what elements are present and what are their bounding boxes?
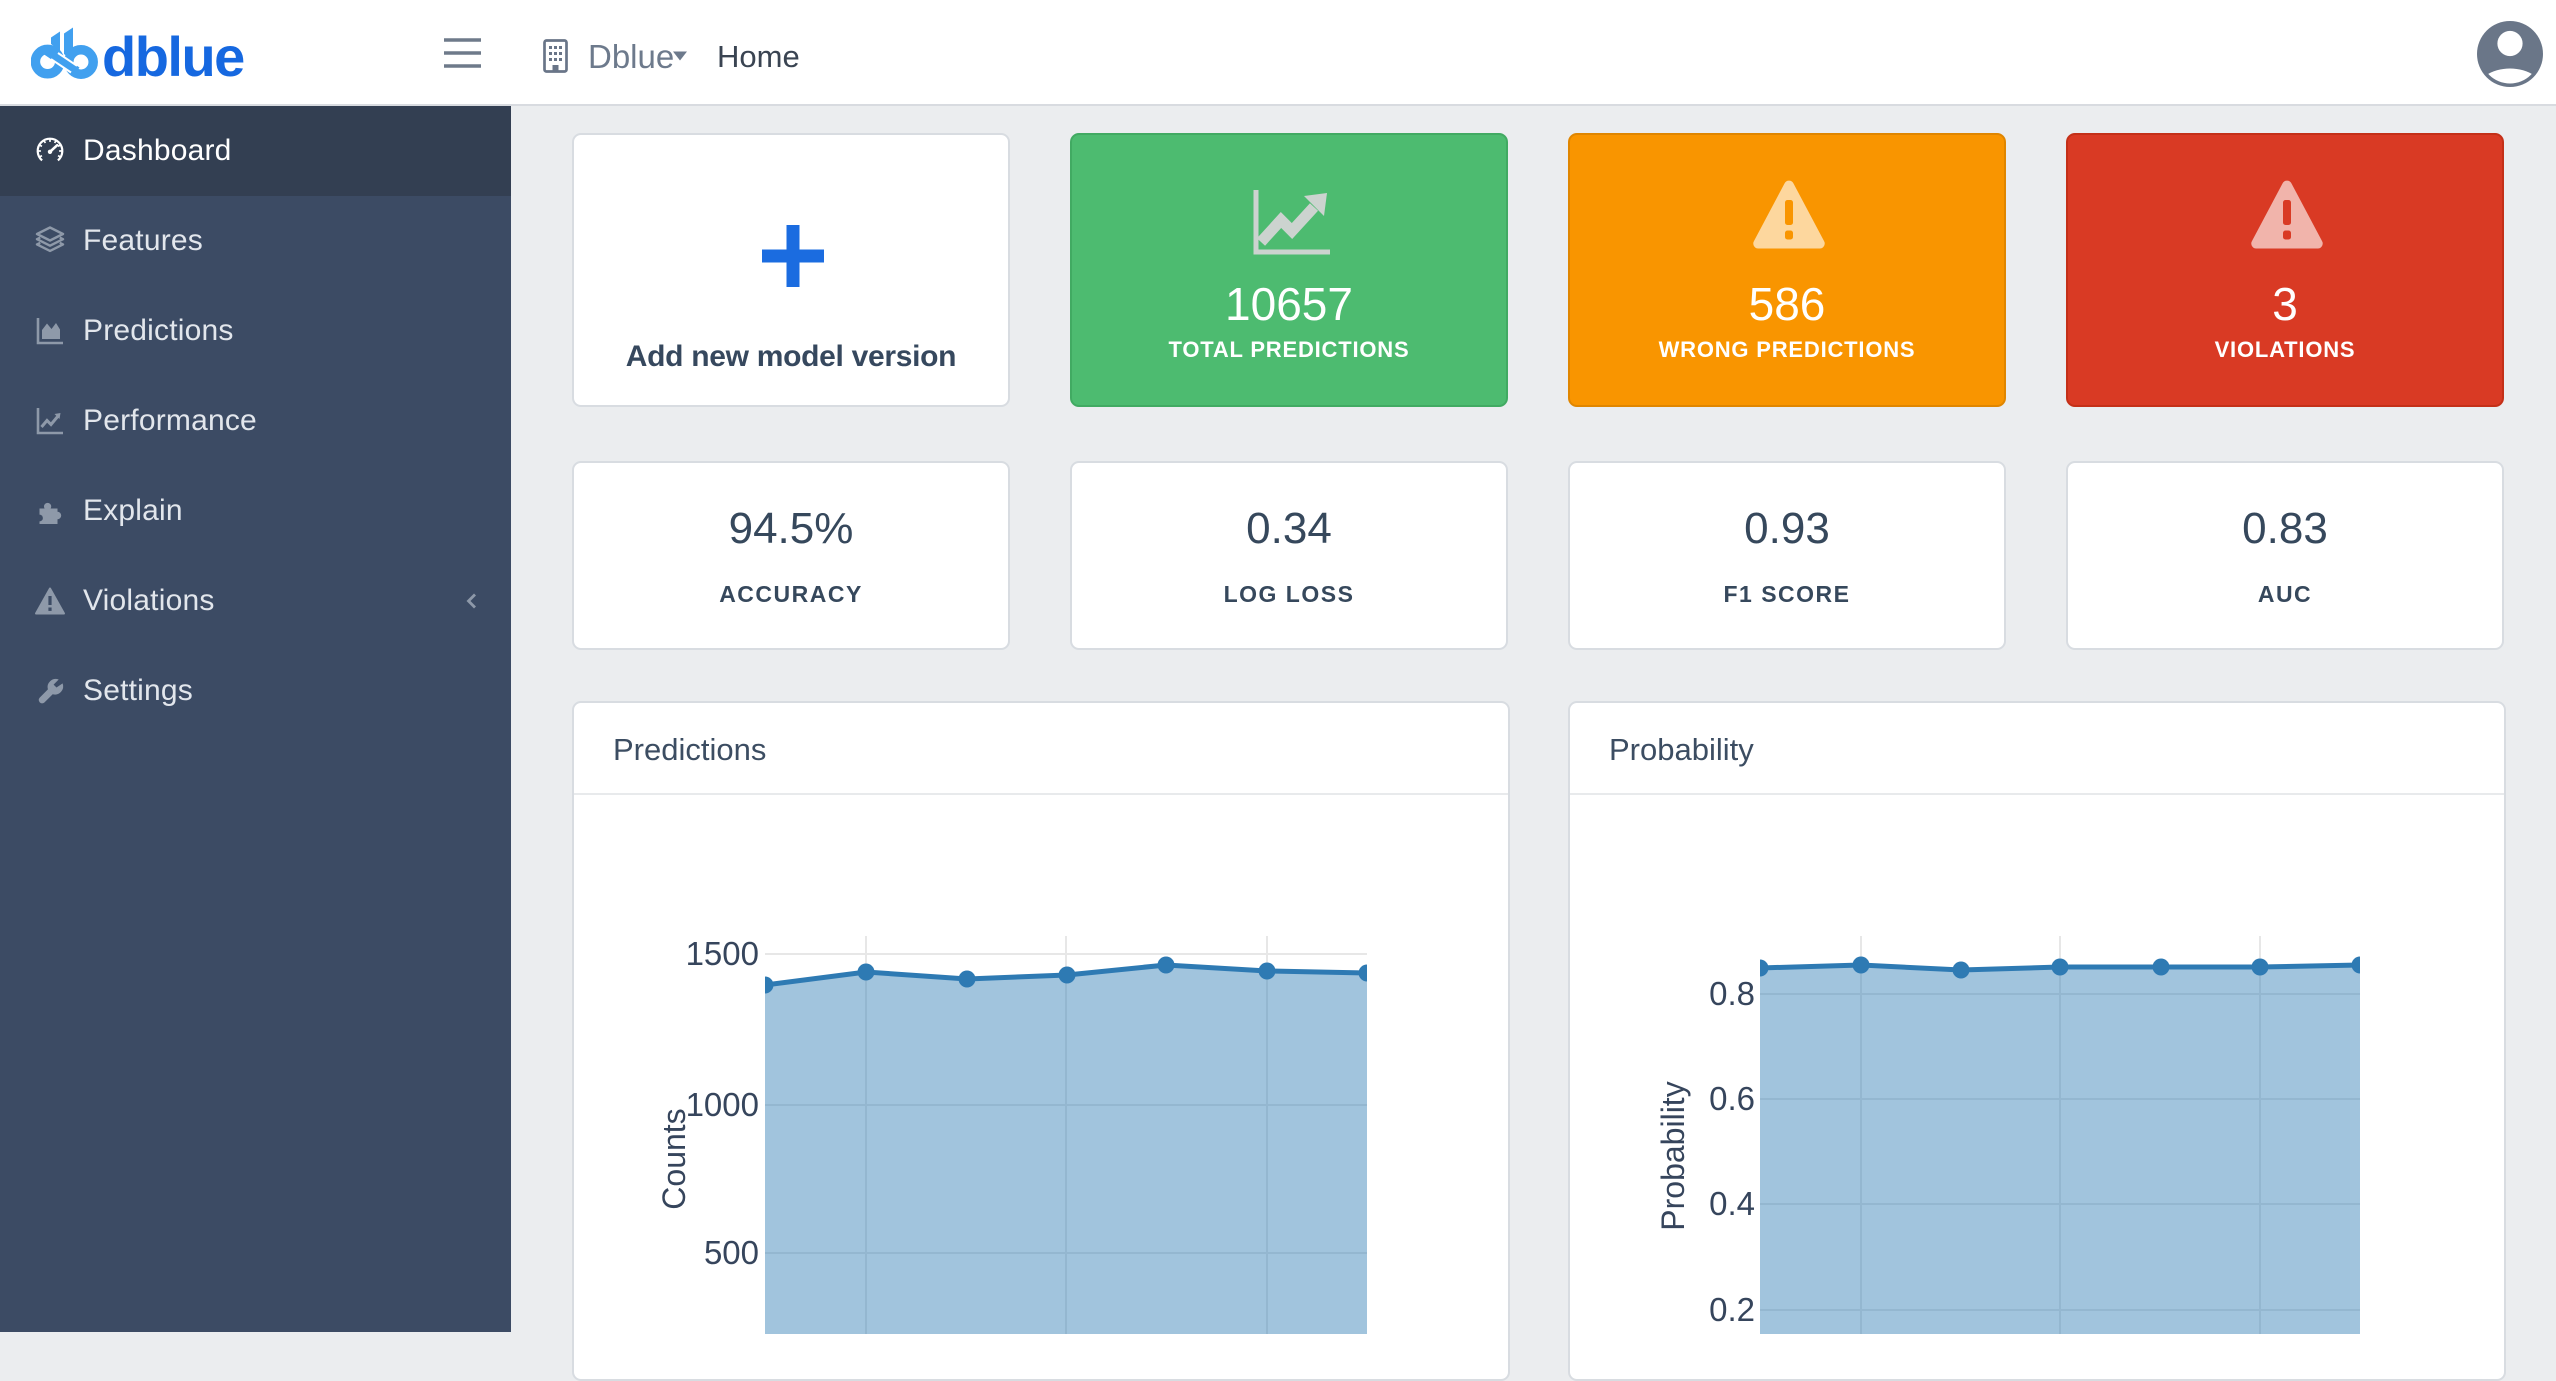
svg-text:0.6: 0.6 — [1709, 1080, 1755, 1117]
svg-text:1500: 1500 — [686, 935, 759, 972]
svg-text:Counts: Counts — [656, 1108, 692, 1209]
svg-text:0.4: 0.4 — [1709, 1185, 1755, 1222]
svg-text:500: 500 — [704, 1234, 759, 1271]
svg-text:0.8: 0.8 — [1709, 975, 1755, 1012]
svg-text:0.2: 0.2 — [1709, 1291, 1755, 1328]
svg-text:Probability: Probability — [1655, 1081, 1691, 1230]
svg-text:1000: 1000 — [686, 1086, 759, 1123]
